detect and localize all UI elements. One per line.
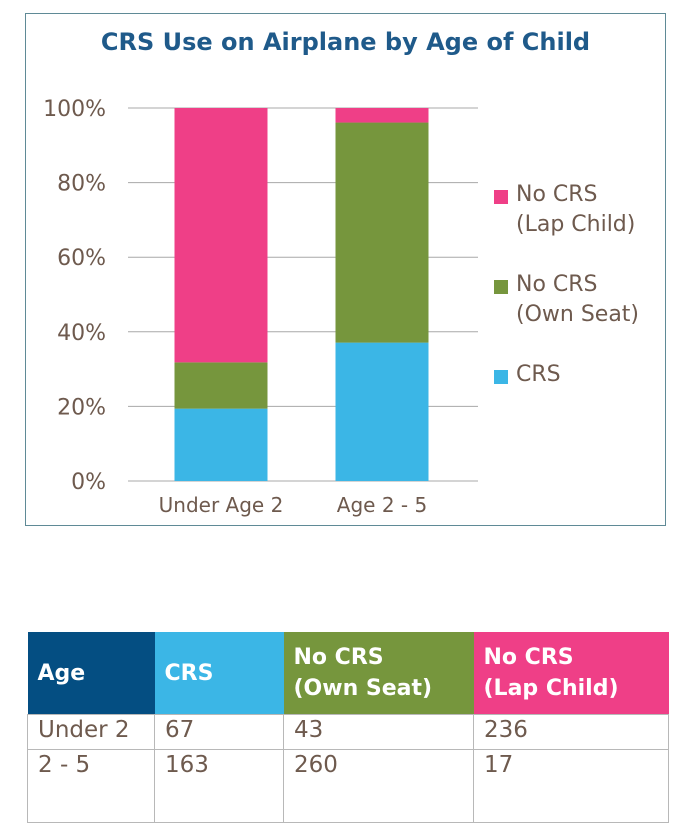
header-age: Age bbox=[27, 632, 155, 715]
cell-age: Under 2 bbox=[27, 714, 155, 750]
chart-title: CRS Use on Airplane by Age of Child bbox=[100, 28, 591, 56]
table-row: 2 - 5 163 260 17 bbox=[27, 749, 669, 823]
y-tick-label: 100% bbox=[43, 97, 106, 122]
stacked-bar-chart: 0% 20% 40% 60% 80% 100% Under Age 2 Age 2 - 5 bbox=[43, 97, 478, 517]
cell-own-seat: 260 bbox=[283, 749, 474, 823]
cell-crs: 163 bbox=[154, 749, 284, 823]
legend-label-crs: CRS bbox=[516, 362, 561, 387]
y-tick-label: 60% bbox=[57, 246, 106, 271]
header-lap-child: No CRS (Lap Child) bbox=[473, 632, 669, 715]
legend-label-own-seat-line2: (Own Seat) bbox=[516, 302, 640, 327]
table-header-row: Age CRS No CRS (Own Seat) No CRS (Lap Ch… bbox=[27, 632, 669, 715]
bar-segment bbox=[174, 108, 268, 363]
y-tick-label: 0% bbox=[71, 470, 106, 495]
y-tick-label: 40% bbox=[57, 321, 106, 346]
header-own-seat: No CRS (Own Seat) bbox=[283, 632, 474, 715]
cell-crs: 67 bbox=[154, 714, 284, 750]
data-table: Age CRS No CRS (Own Seat) No CRS (Lap Ch… bbox=[27, 632, 669, 823]
legend-label-lap-child-line2: (Lap Child) bbox=[516, 212, 636, 237]
legend-swatch-crs bbox=[494, 370, 508, 384]
bar-segment bbox=[335, 342, 429, 481]
legend-item-own-seat: No CRS (Own Seat) bbox=[494, 270, 666, 330]
legend-item-lap-child: No CRS (Lap Child) bbox=[494, 180, 666, 240]
table-row: Under 2 67 43 236 bbox=[27, 714, 669, 750]
cell-lap-child: 17 bbox=[473, 749, 669, 823]
bar-segment bbox=[174, 362, 268, 409]
x-tick-label: Age 2 - 5 bbox=[337, 493, 427, 517]
y-tick-label: 80% bbox=[57, 172, 106, 197]
legend-label-lap-child-line1: No CRS bbox=[516, 182, 598, 207]
legend-swatch-own-seat bbox=[494, 280, 508, 294]
x-tick-label: Under Age 2 bbox=[159, 493, 284, 517]
legend-swatch-lap-child bbox=[494, 190, 508, 204]
header-crs: CRS bbox=[154, 632, 284, 715]
cell-own-seat: 43 bbox=[283, 714, 474, 750]
bar-segment bbox=[335, 122, 429, 343]
legend-item-crs: CRS bbox=[494, 360, 666, 390]
bar-segment bbox=[174, 408, 268, 481]
bar-segment bbox=[335, 108, 429, 123]
cell-lap-child: 236 bbox=[473, 714, 669, 750]
y-tick-label: 20% bbox=[57, 395, 106, 420]
cell-age: 2 - 5 bbox=[27, 749, 155, 823]
legend-label-own-seat-line1: No CRS bbox=[516, 272, 598, 297]
